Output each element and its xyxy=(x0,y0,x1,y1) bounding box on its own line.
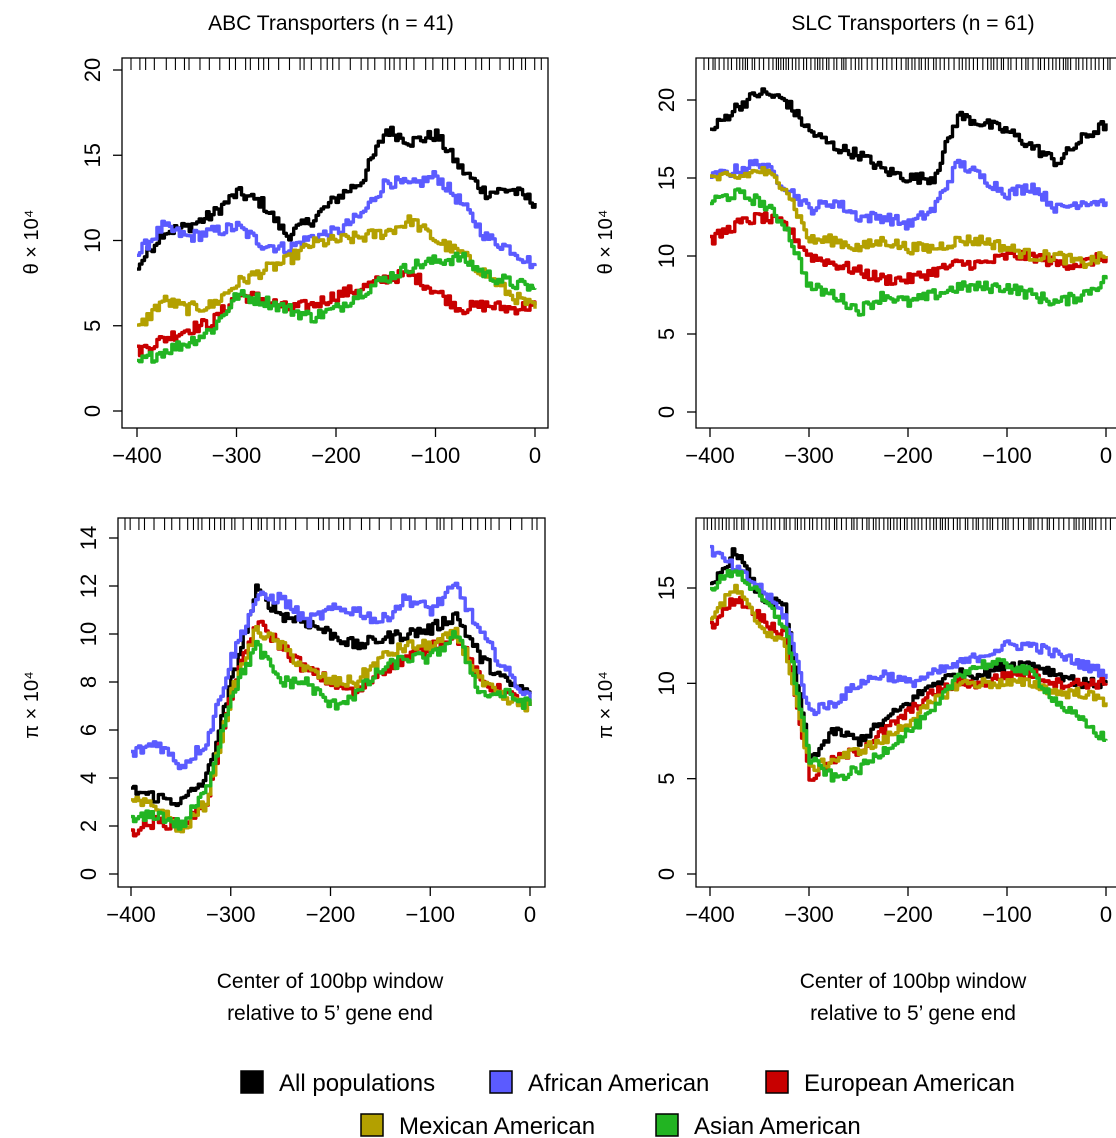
y-tick-label: 0 xyxy=(80,405,105,417)
x-tick-label: −100 xyxy=(982,443,1032,468)
plot-frame xyxy=(121,57,549,429)
series-line-african-american xyxy=(131,581,532,771)
y-tick-label: 5 xyxy=(80,320,105,332)
xlabel-slc-line2: relative to 5’ gene end xyxy=(810,1002,1016,1025)
plot-frame xyxy=(117,517,546,888)
x-tick-label: −100 xyxy=(411,443,461,468)
legend-swatch-european xyxy=(765,1070,789,1094)
plot-panel-1: −400 −300 −200 −100 0 0 5 10 15 20 xyxy=(654,57,1116,468)
y-tick-label: 15 xyxy=(654,576,679,600)
x-tick-label: 0 xyxy=(1100,902,1112,927)
x-tick-label: 0 xyxy=(1100,443,1112,468)
y-tick-label: 4 xyxy=(76,772,101,784)
series-line-all-populations xyxy=(137,125,537,271)
plot-panel-3: −400 −300 −200 −100 0 0 5 10 15 xyxy=(654,517,1116,927)
series-line-european-american xyxy=(131,619,532,838)
legend-swatch-mexican xyxy=(360,1113,384,1137)
y-tick-label: 14 xyxy=(76,526,101,550)
xlabel-abc-line2: relative to 5’ gene end xyxy=(227,1002,433,1025)
plot-panel-0: −400 −300 −200 −100 0 0 5 10 15 20 xyxy=(80,57,549,468)
ylabel-slc-pi: π × 10⁴ xyxy=(595,671,617,738)
x-tick-label: −200 xyxy=(883,902,933,927)
series-line-mexican-american xyxy=(710,583,1108,773)
series-line-all-populations xyxy=(710,547,1108,759)
y-tick-label: 10 xyxy=(654,671,679,695)
y-tick-label: 8 xyxy=(76,676,101,688)
y-tick-label: 10 xyxy=(654,244,679,268)
ylabel-abc-pi: π × 10⁴ xyxy=(21,671,43,738)
x-tick-label: −400 xyxy=(685,443,735,468)
x-tick-label: −200 xyxy=(306,902,356,927)
y-tick-label: 5 xyxy=(654,773,679,785)
series-line-african-american xyxy=(137,170,537,270)
ylabel-slc-theta: θ × 10⁴ xyxy=(595,210,617,275)
legend-swatch-asian xyxy=(655,1113,679,1137)
legend-label-asian: Asian American xyxy=(694,1113,861,1138)
x-tick-label: −300 xyxy=(784,443,834,468)
legend: All populations African American Europea… xyxy=(240,1070,1015,1138)
legend-label-mexican: Mexican American xyxy=(399,1113,595,1138)
y-tick-label: 15 xyxy=(80,143,105,167)
x-tick-label: −100 xyxy=(982,902,1032,927)
x-tick-label: −400 xyxy=(685,902,735,927)
ylabel-abc-theta: θ × 10⁴ xyxy=(21,210,43,275)
snp-rug xyxy=(703,518,1111,530)
y-tick-label: 5 xyxy=(654,328,679,340)
x-tick-label: 0 xyxy=(529,443,541,468)
series-line-asian-american xyxy=(710,568,1108,783)
y-tick-label: 20 xyxy=(80,58,105,82)
snp-rug xyxy=(130,58,542,70)
series-line-african-american xyxy=(710,544,1108,717)
x-tick-label: −100 xyxy=(405,902,455,927)
y-tick-label: 0 xyxy=(654,406,679,418)
y-tick-label: 0 xyxy=(654,868,679,880)
snp-rug xyxy=(124,518,538,530)
x-tick-label: −300 xyxy=(212,443,262,468)
x-tick-label: −300 xyxy=(206,902,256,927)
series-line-european-american xyxy=(137,269,537,358)
xlabel-abc-line1: Center of 100bp window xyxy=(217,970,444,993)
legend-label-all: All populations xyxy=(279,1070,435,1097)
x-tick-label: 0 xyxy=(524,902,536,927)
x-tick-label: −400 xyxy=(112,443,162,468)
series-line-mexican-american xyxy=(137,214,537,327)
y-tick-label: 20 xyxy=(654,88,679,112)
series-line-asian-american xyxy=(131,630,532,831)
y-tick-label: 2 xyxy=(76,820,101,832)
xlabel-slc-line1: Center of 100bp window xyxy=(800,970,1027,993)
plot-panel-2: −400 −300 −200 −100 0 0 2 4 6 8 10 12 14 xyxy=(76,517,546,927)
y-tick-label: 10 xyxy=(80,228,105,252)
legend-swatch-african xyxy=(489,1070,513,1094)
series-line-asian-american xyxy=(710,187,1108,317)
y-tick-label: 15 xyxy=(654,166,679,190)
plot-frame xyxy=(695,517,1116,888)
legend-label-african: African American xyxy=(528,1070,709,1097)
y-tick-label: 6 xyxy=(76,724,101,736)
series-line-asian-american xyxy=(137,251,537,364)
x-tick-label: −400 xyxy=(106,902,156,927)
series-line-european-american xyxy=(710,595,1108,782)
legend-label-european: European American xyxy=(804,1070,1015,1097)
series-line-all-populations xyxy=(131,583,532,808)
series-line-all-populations xyxy=(710,87,1108,186)
legend-swatch-all xyxy=(240,1070,264,1094)
x-tick-label: −200 xyxy=(311,443,361,468)
panel-title-slc: SLC Transporters (n = 61) xyxy=(791,12,1034,35)
snp-rug xyxy=(703,58,1111,70)
y-tick-label: 10 xyxy=(76,622,101,646)
y-tick-label: 0 xyxy=(76,868,101,880)
x-tick-label: −200 xyxy=(883,443,933,468)
panel-title-abc: ABC Transporters (n = 41) xyxy=(208,12,454,35)
series-line-mexican-american xyxy=(710,166,1108,269)
x-tick-label: −300 xyxy=(784,902,834,927)
y-tick-label: 12 xyxy=(76,574,101,598)
